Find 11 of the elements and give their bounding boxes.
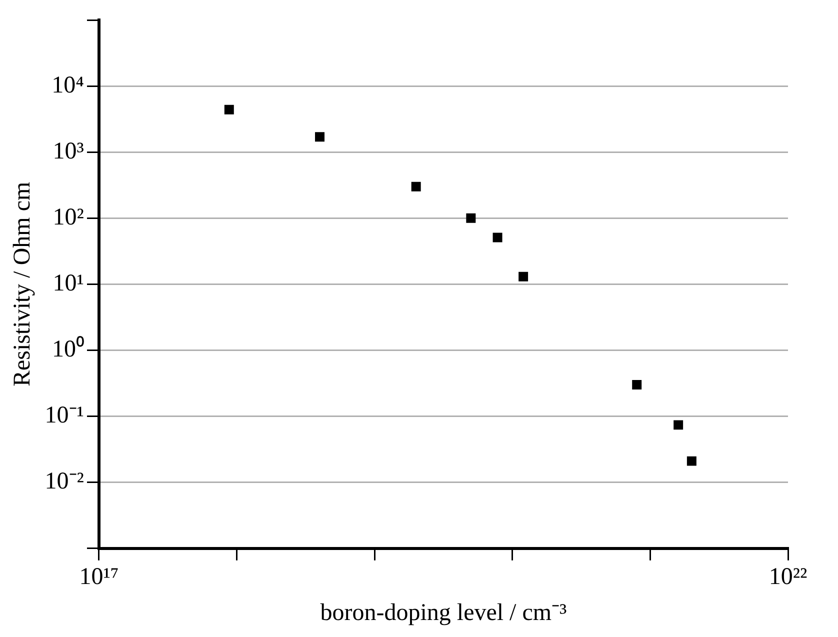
y-axis-title: Resistivity / Ohm cm: [10, 182, 36, 387]
y-tick-label: 10⁰: [52, 336, 84, 363]
x-axis-title: boron-doping level / cm⁻³: [320, 600, 567, 626]
y-tick-label: 10⁴: [52, 72, 84, 98]
x-tick-label: 10²²: [768, 564, 808, 590]
y-tick-label: 10³: [52, 138, 84, 164]
y-tick-label: 10⁻¹: [44, 402, 84, 429]
y-tick-label: 10¹: [52, 270, 84, 296]
y-tick-label: 10²: [52, 204, 84, 230]
x-tick-label: 10¹⁷: [79, 564, 119, 590]
y-tick-label: 10⁻²: [44, 468, 84, 495]
